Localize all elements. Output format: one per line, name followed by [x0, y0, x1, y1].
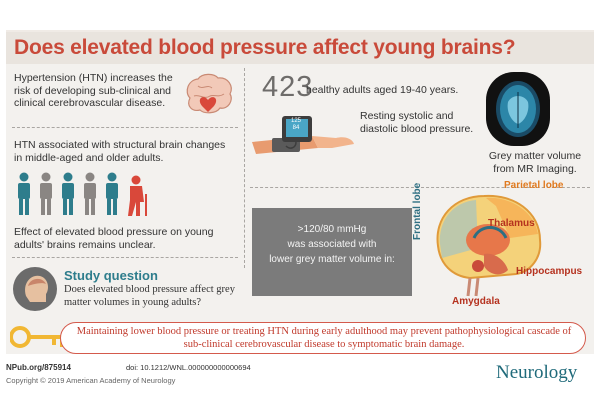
finding-box: >120/80 mmHg was associated with lower g…: [252, 208, 412, 296]
site-link[interactable]: NPub.org/875914: [6, 363, 71, 372]
brain-illustration: [436, 194, 542, 297]
htn-unclear-text: Effect of elevated blood pressure on you…: [14, 226, 214, 251]
label-parietal: Parietal lobe: [504, 180, 564, 191]
label-amygdala: Amygdala: [452, 296, 500, 307]
finding-line-1: >120/80 mmHg: [297, 224, 367, 235]
study-question-text: Does elevated blood pressure affect grey…: [64, 284, 235, 308]
label-hippocampus: Hippocampus: [516, 266, 583, 277]
divider: [12, 257, 238, 258]
brand-logo: Neurology: [496, 362, 578, 383]
footer-copyright: Copyright © 2019 American Academy of Neu…: [6, 376, 176, 385]
footer-doi: doi: 10.1212/WNL.000000000000694: [126, 363, 251, 372]
htn-structural-text: HTN associated with structural brain cha…: [14, 139, 226, 164]
brain-icon: [186, 73, 232, 114]
finding-line-3: lower grey matter volume in:: [269, 254, 395, 265]
study-question-title: Study question: [64, 268, 158, 283]
blood-pressure-cuff-icon: [252, 116, 354, 154]
people-icon: [18, 172, 147, 216]
participants-text: healthy adults aged 19-40 years.: [306, 84, 459, 96]
finding-line-2: was associated with: [287, 239, 377, 250]
finding-text: >120/80 mmHg was associated with lower g…: [252, 222, 412, 267]
participant-count: 423: [262, 71, 314, 103]
footer-site: NPub.org/875914: [6, 363, 71, 372]
mri-scan-icon: [486, 72, 550, 146]
bp-sys-readout: 125: [290, 118, 301, 124]
mri-text: Grey matter volume from MR Imaging.: [488, 150, 582, 175]
label-thalamus: Thalamus: [488, 218, 535, 229]
head-question-icon: [13, 267, 57, 311]
vertical-divider: [244, 68, 245, 268]
htn-risk-text: Hypertension (HTN) increases the risk of…: [14, 72, 173, 109]
divider: [250, 187, 590, 188]
divider: [12, 127, 238, 128]
conclusion-box: Maintaining lower blood pressure or trea…: [60, 322, 586, 354]
bp-measure-text: Resting systolic and diastolic blood pre…: [360, 110, 474, 135]
conclusion-text: Maintaining lower blood pressure or trea…: [76, 326, 572, 350]
title-bar: Does elevated blood pressure affect youn…: [6, 30, 594, 64]
bp-dia-readout: 84: [292, 125, 300, 131]
page-title: Does elevated blood pressure affect youn…: [14, 36, 516, 59]
label-frontal: Frontal lobe: [412, 182, 423, 240]
